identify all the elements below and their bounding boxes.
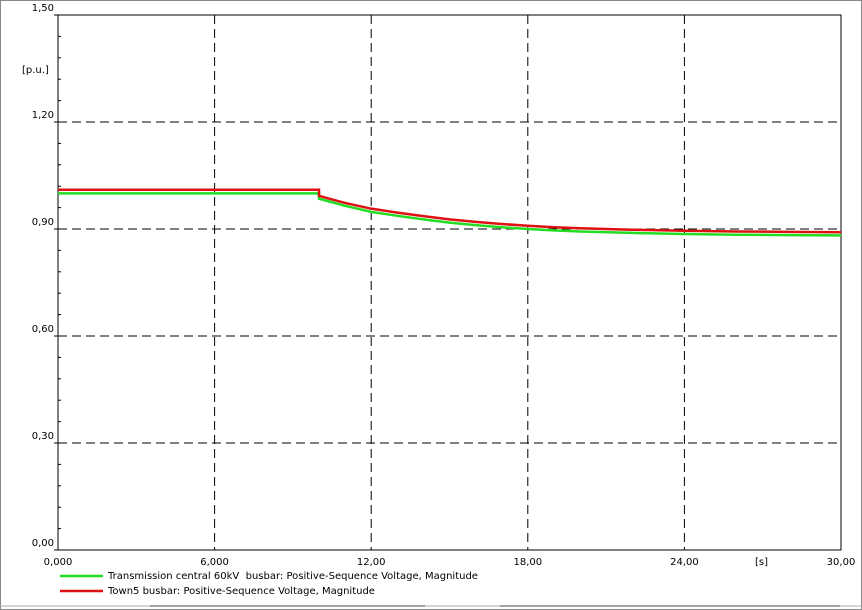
x-tick-label: 24,00 bbox=[670, 557, 699, 568]
y-tick-label: 0,90 bbox=[32, 217, 54, 228]
y-unit: [p.u.] bbox=[22, 65, 49, 76]
y-tick-label: 1,50 bbox=[32, 3, 54, 14]
y-tick-label: 0,00 bbox=[32, 538, 54, 549]
x-tick-label: 30,00 bbox=[827, 557, 856, 568]
x-tick-label: 0,000 bbox=[44, 557, 73, 568]
x-unit: [s] bbox=[755, 557, 768, 568]
y-tick-label: 0,30 bbox=[32, 431, 54, 442]
x-tick-label: 12,00 bbox=[357, 557, 386, 568]
series-line bbox=[58, 188, 842, 234]
legend-label: Town5 busbar: Positive-Sequence Voltage,… bbox=[107, 586, 375, 597]
legend-label: Transmission central 60kV busbar: Positi… bbox=[107, 571, 478, 582]
y-tick-label: 0,60 bbox=[32, 324, 54, 335]
y-tick-label: 1,20 bbox=[32, 110, 54, 121]
series-line bbox=[58, 192, 842, 237]
x-tick-label: 18,00 bbox=[513, 557, 542, 568]
x-tick-label: 6,000 bbox=[200, 557, 229, 568]
